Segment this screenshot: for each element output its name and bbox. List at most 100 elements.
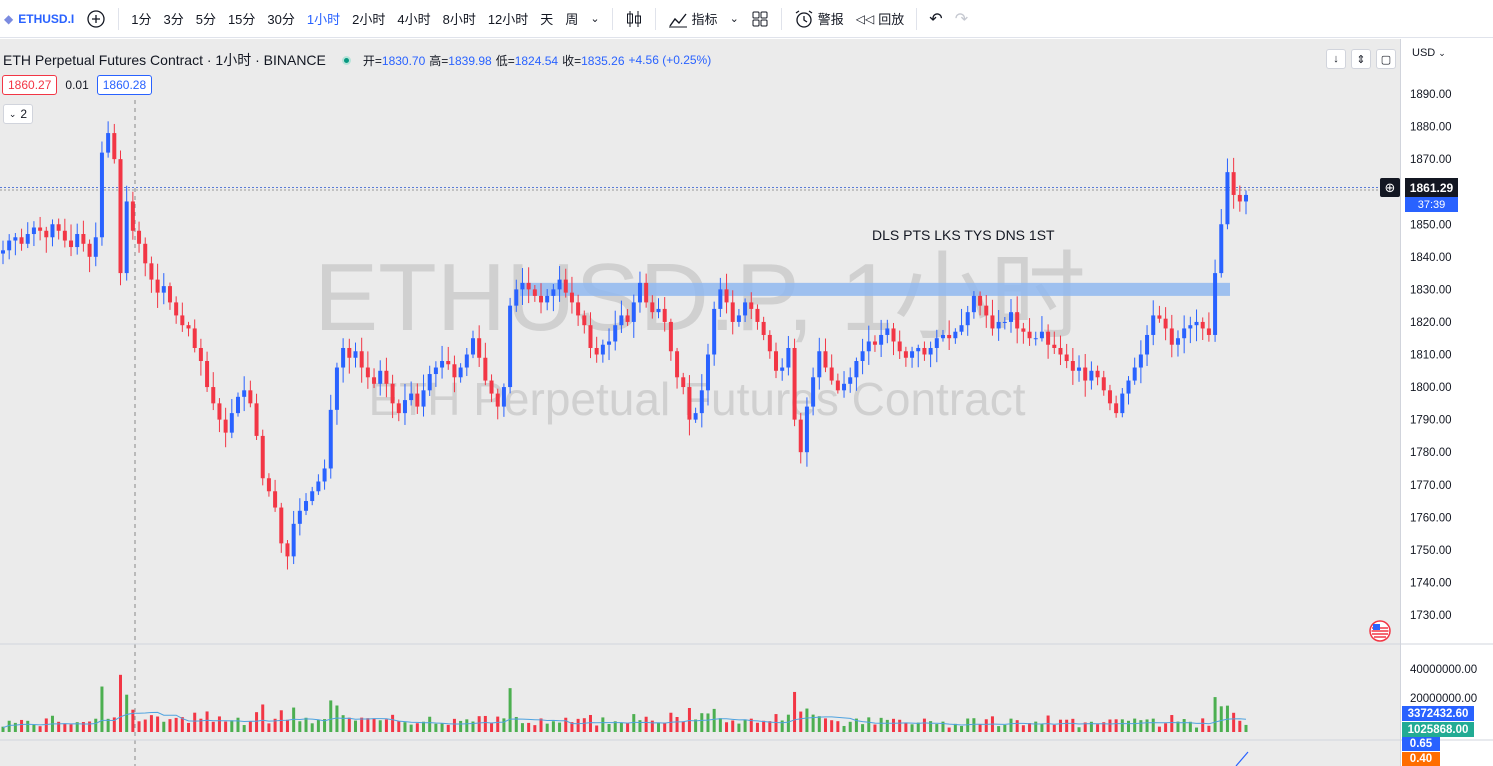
indicators-button[interactable]: 指标 [662, 0, 724, 38]
volume-bar [570, 722, 574, 732]
layout-button[interactable] [745, 0, 775, 38]
volume-bar [465, 719, 469, 732]
volume-bar [261, 704, 265, 732]
volume-bar [1195, 727, 1199, 732]
candle-body [421, 390, 426, 407]
indicator-value-orange: 0.40 [1402, 752, 1440, 766]
volume-bar [830, 720, 834, 732]
candle-body [81, 234, 86, 244]
volume-bar [1170, 715, 1174, 732]
collapse-pane-button[interactable]: ⇕ [1351, 49, 1371, 69]
timeframe-dropdown-button[interactable]: ⌄ [584, 0, 605, 38]
chart-legend[interactable]: ETH Perpetual Futures Contract · 1小时 · B… [3, 50, 715, 70]
toolbar-divider [118, 7, 120, 30]
redo-button[interactable]: ↷ [949, 0, 974, 38]
candle-body [106, 133, 111, 153]
volume-bar [811, 714, 815, 732]
price-tick-label: 1780.00 [1410, 447, 1452, 459]
volume-bar [1003, 724, 1007, 732]
legend-high-value: 1839.98 [448, 53, 492, 68]
candle-body [62, 230, 67, 241]
redo-icon: ↷ [954, 10, 969, 28]
candle-body [304, 501, 309, 511]
timeframe-11[interactable]: 周 [565, 12, 579, 27]
volume-bar [1034, 721, 1038, 732]
collapse-icon: ⇕ [1356, 53, 1366, 66]
candle-body [681, 377, 686, 388]
market-status-icon[interactable] [341, 55, 351, 65]
indicator-line [1235, 751, 1249, 766]
candle-body [699, 390, 704, 414]
timeframe-6[interactable]: 2小时 [352, 12, 386, 27]
timeframe-3[interactable]: 15分 [227, 12, 256, 27]
price-tick-label: 1740.00 [1410, 577, 1452, 589]
candle-body [539, 295, 544, 303]
candle-body [390, 383, 395, 404]
timeframe-10[interactable]: 天 [540, 12, 554, 27]
candles-icon [626, 10, 641, 27]
collapse-indicators-button[interactable]: ⌄ 2 [3, 104, 33, 124]
candle-body [1027, 331, 1032, 339]
candle-body [860, 351, 865, 362]
candle-body [347, 347, 352, 358]
timeframe-5[interactable]: 1小时 [306, 12, 341, 27]
candle-body [260, 435, 265, 479]
candle-body [1052, 344, 1057, 348]
legend-title: ETH Perpetual Futures Contract · 1小时 · B… [3, 52, 326, 68]
timeframe-8[interactable]: 8小时 [442, 12, 476, 27]
price-axis[interactable] [1400, 39, 1493, 766]
move-down-button[interactable]: ↓ [1326, 49, 1346, 69]
candle-body [743, 302, 748, 316]
timeframe-9[interactable]: 12小时 [487, 12, 529, 27]
candle-body [365, 367, 370, 378]
volume-bar [799, 711, 803, 732]
ask-price[interactable]: 1860.28 [96, 75, 153, 95]
timeframe-1[interactable]: 3分 [163, 12, 184, 27]
volume-bar [149, 715, 153, 732]
compare-symbol-button[interactable] [80, 0, 112, 38]
candle-body [50, 224, 55, 238]
candle-body [582, 315, 587, 326]
us-flag-icon[interactable] [1369, 620, 1391, 642]
candle-body [489, 380, 494, 394]
top-toolbar: ◆ ETHUSD.I 1分 3分 5分 15分 30分 1小时 2小时 4小时 8小时 12小时天… [0, 0, 1493, 38]
candle-body [854, 361, 859, 378]
volume-bar [168, 719, 172, 732]
candle-body [1219, 224, 1224, 274]
volume-bar [1176, 721, 1180, 732]
volume-bar [867, 717, 871, 732]
volume-bar [564, 717, 568, 732]
volume-bar [1077, 727, 1081, 732]
chart-type-button[interactable] [619, 0, 649, 38]
indicators-dropdown-button[interactable]: ⌄ [724, 0, 745, 38]
volume-bar [199, 718, 203, 732]
chart-annotation[interactable]: DLS PTS LKS TYS DNS 1ST [872, 227, 1055, 243]
volume-bar [972, 718, 976, 732]
alerts-button[interactable]: 警报 [788, 0, 850, 38]
volume-bar [588, 714, 592, 732]
timeframe-7[interactable]: 4小时 [397, 12, 431, 27]
add-alert-button[interactable]: ⊕ [1380, 178, 1400, 197]
volume-bar [69, 724, 73, 732]
resistance-zone[interactable] [520, 282, 1230, 296]
volume-bar [694, 719, 698, 732]
maximize-pane-button[interactable]: ▢ [1376, 49, 1396, 69]
undo-button[interactable]: ↶ [923, 0, 948, 38]
candle-body [1145, 334, 1150, 355]
volume-bar [391, 714, 395, 732]
timeframe-4[interactable]: 30分 [267, 12, 295, 27]
currency-selector[interactable]: USD ⌄ [1412, 47, 1446, 59]
volume-bar [731, 720, 735, 732]
timeframe-0[interactable]: 1分 [131, 12, 152, 27]
timeframe-2[interactable]: 5分 [195, 12, 216, 27]
bid-price[interactable]: 1860.27 [2, 75, 58, 95]
candle-body [1244, 194, 1248, 202]
currency-label: USD [1412, 47, 1436, 59]
volume-bar [947, 727, 951, 732]
symbol-selector[interactable]: ◆ ETHUSD.I [0, 0, 80, 38]
candle-body [557, 279, 562, 290]
replay-button[interactable]: ◁◁ 回放 [850, 0, 910, 38]
volume-tick-high: 40000000.00 [1410, 664, 1478, 676]
legend-open: 开=1830.70 [363, 52, 425, 69]
